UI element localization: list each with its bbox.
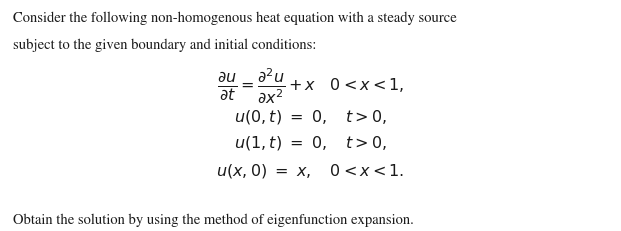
Text: Obtain the solution by using the method of eigenfunction expansion.: Obtain the solution by using the method … — [13, 213, 414, 227]
Text: Consider the following non-homogenous heat equation with a steady source: Consider the following non-homogenous he… — [13, 12, 457, 25]
Text: subject to the given boundary and initial conditions:: subject to the given boundary and initia… — [13, 39, 316, 52]
Text: $u(0,t) \ = \ 0, \quad t > 0,$: $u(0,t) \ = \ 0, \quad t > 0,$ — [234, 107, 387, 125]
Text: $u(1,t) \ = \ 0, \quad t > 0,$: $u(1,t) \ = \ 0, \quad t > 0,$ — [234, 134, 387, 152]
Text: $\dfrac{\partial u}{\partial t} = \dfrac{\partial^2 u}{\partial x^2} + x \quad 0: $\dfrac{\partial u}{\partial t} = \dfrac… — [217, 67, 404, 105]
Text: $u(x,0) \ = \ x, \quad 0 < x < 1.$: $u(x,0) \ = \ x, \quad 0 < x < 1.$ — [216, 161, 405, 179]
